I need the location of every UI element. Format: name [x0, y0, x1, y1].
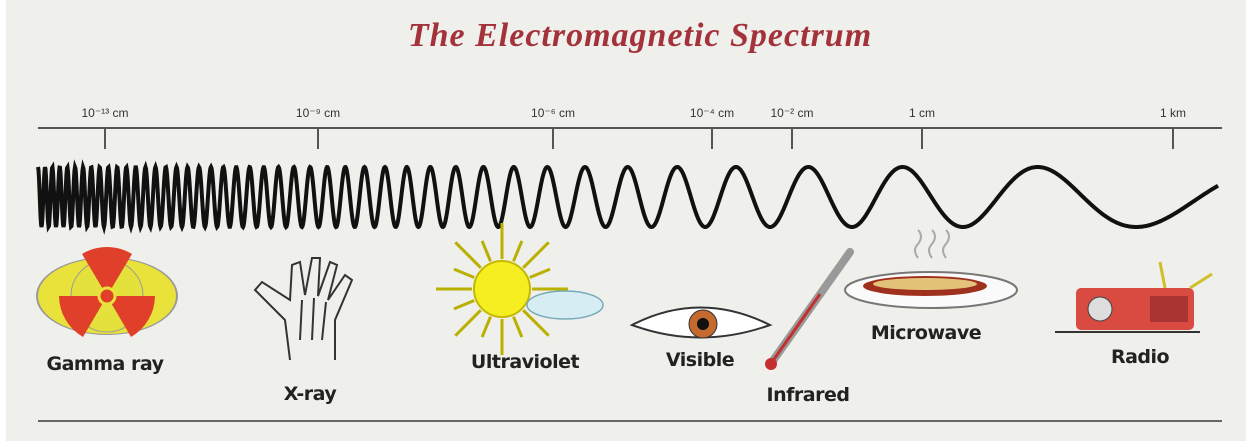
band-label: Infrared	[767, 384, 850, 406]
scale-label: 10⁻⁴ cm	[690, 106, 734, 120]
band-label: Visible	[666, 349, 734, 371]
scale-label: 1 cm	[909, 106, 935, 120]
diagram: The Electromagnetic Spectrum 10⁻¹³ cm 10⁻…	[0, 0, 1252, 441]
title: The Electromagnetic Spectrum	[408, 17, 872, 54]
band-label: X-ray	[284, 383, 338, 405]
scale-label: 10⁻¹³ cm	[81, 106, 128, 120]
band-label: Ultraviolet	[471, 351, 580, 373]
scale-label: 1 km	[1160, 106, 1186, 120]
scale-label: 10⁻⁶ cm	[531, 106, 575, 120]
scale-label: 10⁻⁹ cm	[296, 106, 340, 120]
scale-label: 10⁻² cm	[770, 106, 813, 120]
band-label: Radio	[1111, 346, 1170, 368]
band-label: Microwave	[871, 322, 981, 344]
band-label: Gamma ray	[47, 353, 165, 375]
